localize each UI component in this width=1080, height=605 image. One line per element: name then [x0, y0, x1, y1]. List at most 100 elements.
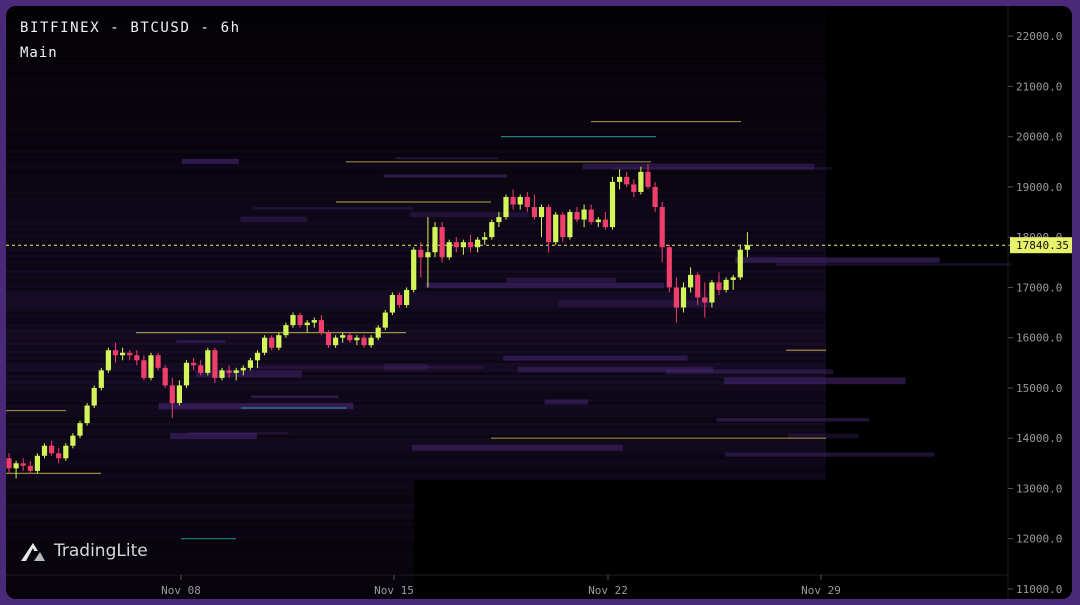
candle[interactable]	[581, 204, 587, 228]
candle[interactable]	[183, 360, 190, 388]
candle[interactable]	[432, 222, 438, 258]
layout-name[interactable]: Main	[20, 45, 58, 61]
candle[interactable]	[325, 330, 332, 348]
candle[interactable]	[368, 335, 374, 348]
candle[interactable]	[148, 352, 154, 381]
candle[interactable]	[205, 347, 211, 376]
candle[interactable]	[127, 350, 133, 361]
candle[interactable]	[723, 277, 729, 293]
candle[interactable]	[467, 234, 474, 253]
candle[interactable]	[460, 239, 466, 255]
candle[interactable]	[624, 171, 630, 187]
candle[interactable]	[652, 181, 658, 213]
candle[interactable]	[91, 385, 97, 409]
candle[interactable]	[524, 191, 530, 213]
candle[interactable]	[496, 212, 502, 228]
candle[interactable]	[595, 217, 601, 228]
candle[interactable]	[311, 317, 317, 328]
candle[interactable]	[617, 169, 623, 190]
candle[interactable]	[411, 247, 417, 293]
candle[interactable]	[553, 212, 559, 245]
candle[interactable]	[389, 292, 395, 316]
candle[interactable]	[297, 312, 303, 328]
candle[interactable]	[219, 367, 225, 381]
candle[interactable]	[340, 332, 346, 343]
candle[interactable]	[20, 458, 26, 471]
candle[interactable]	[283, 322, 289, 338]
candle[interactable]	[645, 164, 651, 190]
candle[interactable]	[737, 244, 743, 280]
candle[interactable]	[730, 274, 736, 290]
candle[interactable]	[695, 272, 701, 306]
candle[interactable]	[198, 360, 204, 376]
candle[interactable]	[475, 237, 481, 253]
candle[interactable]	[659, 201, 665, 263]
candle[interactable]	[27, 460, 33, 474]
candle[interactable]	[13, 460, 19, 479]
candle[interactable]	[560, 212, 566, 243]
candle[interactable]	[333, 335, 339, 348]
candle[interactable]	[290, 312, 296, 328]
candle[interactable]	[702, 282, 708, 318]
candle[interactable]	[70, 433, 76, 449]
candle[interactable]	[638, 166, 644, 195]
candle[interactable]	[546, 204, 552, 253]
candle[interactable]	[567, 209, 573, 240]
candle[interactable]	[482, 232, 488, 245]
candle[interactable]	[418, 242, 424, 278]
candle[interactable]	[34, 453, 40, 474]
candle[interactable]	[361, 335, 367, 348]
candle[interactable]	[382, 310, 388, 331]
candle[interactable]	[688, 267, 694, 293]
candle[interactable]	[709, 279, 715, 308]
candle[interactable]	[716, 272, 722, 295]
candle[interactable]	[396, 292, 403, 308]
candle[interactable]	[191, 357, 197, 371]
candle[interactable]	[304, 320, 310, 333]
candle[interactable]	[41, 443, 48, 459]
candle[interactable]	[105, 347, 111, 373]
candle[interactable]	[254, 350, 261, 368]
candle[interactable]	[49, 440, 55, 456]
candle[interactable]	[134, 350, 140, 366]
candle[interactable]	[680, 282, 687, 313]
candle[interactable]	[631, 179, 637, 197]
candle[interactable]	[425, 217, 431, 288]
candle[interactable]	[226, 365, 232, 378]
candle[interactable]	[120, 347, 126, 361]
candle[interactable]	[602, 212, 608, 230]
candle[interactable]	[141, 355, 147, 381]
candle[interactable]	[446, 239, 452, 260]
candle[interactable]	[276, 332, 282, 351]
candle[interactable]	[233, 367, 239, 381]
candle[interactable]	[609, 176, 616, 230]
candle[interactable]	[375, 325, 381, 341]
candle[interactable]	[531, 194, 537, 220]
candle[interactable]	[354, 335, 360, 346]
candle[interactable]	[6, 453, 12, 474]
candle[interactable]	[212, 347, 218, 383]
candle[interactable]	[439, 222, 445, 263]
candle[interactable]	[98, 367, 104, 391]
candle[interactable]	[56, 448, 62, 464]
candle[interactable]	[84, 403, 90, 426]
candle[interactable]	[489, 219, 495, 240]
candle[interactable]	[538, 204, 545, 238]
candle[interactable]	[240, 365, 246, 376]
candle[interactable]	[347, 332, 353, 343]
candle[interactable]	[510, 189, 516, 210]
candle[interactable]	[269, 335, 275, 351]
candle[interactable]	[404, 287, 410, 308]
candle[interactable]	[666, 244, 672, 293]
candle[interactable]	[155, 352, 161, 371]
candle[interactable]	[574, 207, 580, 223]
candle[interactable]	[77, 420, 83, 439]
candle[interactable]	[673, 277, 679, 323]
candle[interactable]	[169, 377, 175, 419]
candle[interactable]	[588, 204, 594, 225]
candle[interactable]	[176, 380, 182, 406]
candle[interactable]	[503, 194, 509, 220]
orderbook-heatmap-chart[interactable]: 22000.021000.020000.019000.018000.017000…	[6, 6, 1072, 599]
candle[interactable]	[162, 365, 168, 388]
candle[interactable]	[247, 357, 253, 371]
